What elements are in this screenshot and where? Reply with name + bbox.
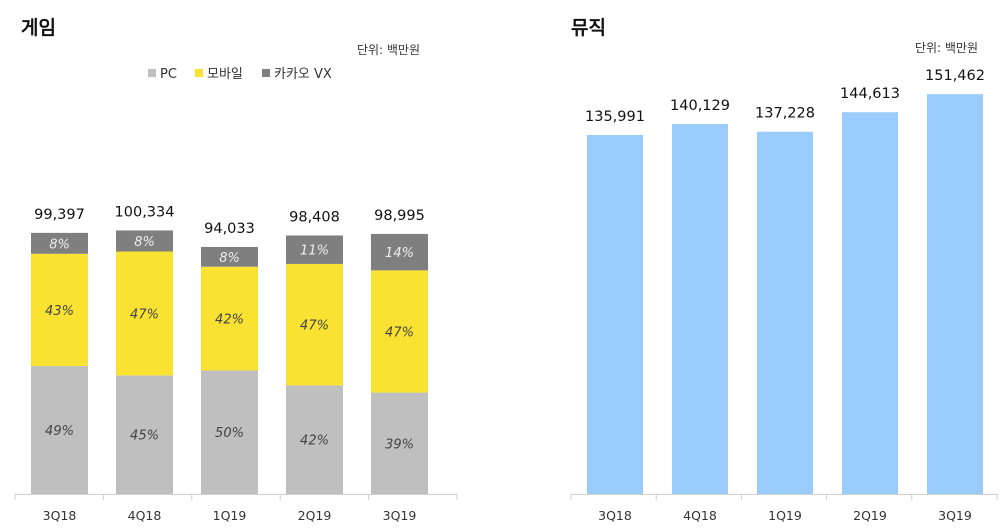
music-chart-title: 뮤직 xyxy=(571,17,606,39)
segment-label: 49% xyxy=(45,424,74,439)
bar xyxy=(927,94,983,494)
x-tick-label: 3Q19 xyxy=(383,508,417,523)
total-label: 94,033 xyxy=(204,221,255,237)
total-label: 98,408 xyxy=(289,209,340,225)
segment-label: 39% xyxy=(385,437,414,452)
bar xyxy=(842,112,898,494)
value-label: 135,991 xyxy=(585,109,645,125)
x-tick-label: 2Q19 xyxy=(853,508,887,523)
value-label: 140,129 xyxy=(670,98,730,114)
legend-label: 카카오 VX xyxy=(274,67,332,82)
legend-swatch xyxy=(148,69,156,77)
bar-segment xyxy=(286,385,343,494)
segment-label: 47% xyxy=(130,307,159,322)
value-label: 137,228 xyxy=(755,106,815,122)
bar-segment xyxy=(286,263,343,386)
bar xyxy=(757,131,813,494)
bar-segment xyxy=(201,266,258,371)
bar-segment xyxy=(371,270,428,393)
segment-label: 11% xyxy=(300,244,329,259)
bar-segment xyxy=(201,246,258,267)
bar-segment xyxy=(31,366,88,494)
value-label: 151,462 xyxy=(925,68,985,84)
bar-segment xyxy=(371,233,428,271)
game-chart: 49% 43% 8% 99,397 3Q18 45% 47% 8% 100,334 4Q18 50%… xyxy=(14,204,458,523)
game-unit-label: 단위: 백만원 xyxy=(357,43,420,57)
bar-segment xyxy=(371,392,428,494)
bar xyxy=(587,134,643,494)
bar-segment xyxy=(116,230,173,252)
segment-label: 47% xyxy=(385,325,414,340)
total-label: 98,995 xyxy=(374,208,425,224)
bar-segment xyxy=(116,251,173,376)
segment-label: 14% xyxy=(385,246,414,261)
segment-label: 47% xyxy=(300,319,329,334)
segment-label: 8% xyxy=(49,237,70,252)
bar-segment xyxy=(116,375,173,494)
total-label: 99,397 xyxy=(34,207,85,223)
x-tick-label: 4Q18 xyxy=(128,508,162,523)
music-unit-label: 단위: 백만원 xyxy=(915,41,978,55)
segment-label: 42% xyxy=(300,434,329,449)
legend-label: PC xyxy=(160,67,177,82)
segment-label: 43% xyxy=(45,304,74,319)
segment-label: 50% xyxy=(215,426,244,441)
x-tick-label: 1Q19 xyxy=(213,508,247,523)
value-label: 144,613 xyxy=(840,86,900,102)
x-tick-label: 2Q19 xyxy=(298,508,332,523)
x-tick-label: 3Q19 xyxy=(938,508,972,523)
x-tick-label: 3Q18 xyxy=(43,508,77,523)
total-label: 100,334 xyxy=(115,204,175,220)
bar-segment xyxy=(286,235,343,264)
segment-label: 8% xyxy=(134,235,155,250)
legend-label: 모바일 xyxy=(207,67,243,82)
segment-label: 42% xyxy=(215,313,244,328)
segment-label: 8% xyxy=(219,251,240,266)
game-chart-title: 게임 xyxy=(21,17,56,39)
bar-segment xyxy=(31,253,88,367)
game-legend: PC 모바일 카카오 VX xyxy=(148,67,332,82)
bar-segment xyxy=(31,232,88,254)
segment-label: 45% xyxy=(130,429,159,444)
x-tick-label: 1Q19 xyxy=(768,508,802,523)
legend-swatch xyxy=(262,69,270,77)
bar xyxy=(672,124,728,494)
bar-segment xyxy=(201,370,258,494)
x-tick-label: 4Q18 xyxy=(683,508,717,523)
music-chart: 135,991 3Q18 140,129 4Q18 137,228 1Q19 144,613… xyxy=(570,68,998,523)
x-tick-label: 3Q18 xyxy=(598,508,632,523)
legend-swatch xyxy=(195,69,203,77)
